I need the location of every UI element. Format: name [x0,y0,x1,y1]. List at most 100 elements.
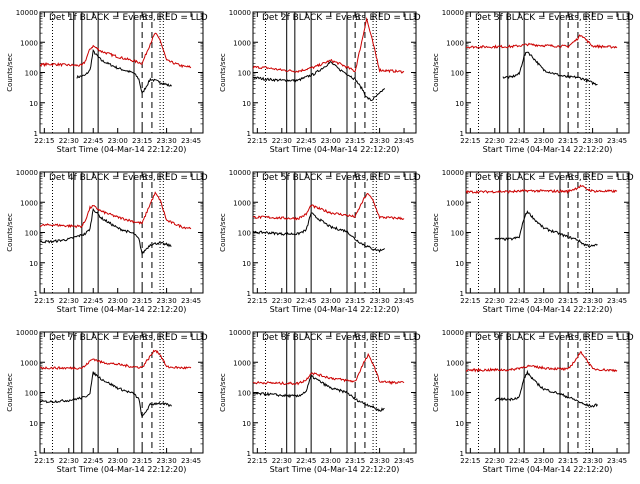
y-tick-label: 100 [451,230,464,238]
x-axis-label: Start Time (04-Mar-14 22:12:20) [483,145,613,154]
x-tick-label: 22:15 [460,137,480,145]
x-tick-label: 22:45 [296,137,316,145]
x-tick-label: 23:30 [370,137,390,145]
x-tick-label: 22:45 [296,297,316,305]
x-axis-label: Start Time (04-Mar-14 22:12:20) [483,305,613,314]
x-tick-label: 23:45 [607,457,627,465]
x-tick-label: 23:30 [583,457,603,465]
y-tick-label: 100 [25,390,38,398]
lld-series-line [253,352,405,386]
x-tick-label: 23:30 [583,297,603,305]
y-axis-label: Counts/sec [432,373,440,412]
y-tick-label: 10000 [442,329,464,337]
events-series-line [494,369,598,408]
lld-series-line [40,32,192,69]
y-tick-label: 1 [247,130,251,138]
y-tick-label: 1 [34,450,38,458]
y-tick-label: 10000 [442,169,464,177]
lld-series-line [466,184,618,195]
start-marker-label: S [355,13,361,23]
events-series-line [76,49,172,95]
x-axis-label: Start Time (04-Mar-14 22:12:20) [483,465,613,474]
y-tick-label: 10 [242,260,251,268]
x-tick-label: 22:30 [485,457,505,465]
start-marker-label: S [355,333,361,343]
x-tick-label: 23:00 [108,137,128,145]
x-tick-label: 23:00 [108,457,128,465]
x-tick-label: 23:00 [534,137,554,145]
x-tick-label: 23:45 [181,297,201,305]
x-tick-label: 22:15 [460,297,480,305]
y-tick-label: 10000 [442,9,464,17]
x-tick-label: 22:30 [59,297,79,305]
start-marker-label: S [142,333,148,343]
end-marker-label: E [369,173,375,183]
x-tick-label: 23:15 [345,137,365,145]
x-tick-label: 22:15 [247,297,267,305]
x-tick-label: 22:15 [247,457,267,465]
x-tick-label: 22:15 [34,297,54,305]
x-tick-label: 23:00 [534,297,554,305]
x-tick-label: 22:45 [509,297,529,305]
panel-title: Det 8f BLACK = Events, RED = LLD [262,333,421,343]
y-tick-label: 10 [29,420,38,428]
x-tick-label: 22:30 [485,297,505,305]
x-tick-label: 22:45 [83,137,103,145]
x-tick-label: 22:15 [34,457,54,465]
events-series-line [502,51,598,86]
plot-frame [465,331,630,454]
y-tick-label: 1 [34,130,38,138]
end-marker-label: E [582,333,588,343]
x-tick-label: 23:45 [607,297,627,305]
plot-frame [39,11,204,134]
end-marker-label: E [582,173,588,183]
y-tick-label: 1000 [233,359,251,367]
x-tick-label: 23:30 [157,457,177,465]
events-series-line [253,212,385,253]
x-tick-label: 23:45 [394,137,414,145]
x-tick-label: 23:15 [558,457,578,465]
end-marker-label: E [369,333,375,343]
x-tick-label: 23:45 [394,457,414,465]
panel-title: Det 7f BLACK = Events, RED = LLD [49,333,208,343]
lld-series-line [253,16,405,74]
plot-frame [252,171,417,294]
panel-title: Det 9f BLACK = Events, RED = LLD [475,333,634,343]
y-axis-label: Counts/sec [6,213,14,252]
y-tick-label: 1 [34,290,38,298]
y-tick-label: 100 [238,70,251,78]
x-tick-label: 23:15 [558,297,578,305]
x-axis-label: Start Time (04-Mar-14 22:12:20) [57,465,187,474]
plot-frame [39,331,204,454]
start-marker-label: S [568,173,574,183]
x-tick-label: 22:30 [272,137,292,145]
x-tick-label: 23:00 [321,297,341,305]
y-tick-label: 1000 [20,39,38,47]
plot-frame [39,171,204,294]
x-tick-label: 23:30 [157,297,177,305]
lld-series-line [253,192,405,221]
y-tick-label: 100 [238,230,251,238]
x-tick-label: 23:45 [607,137,627,145]
x-tick-label: 23:15 [345,297,365,305]
x-tick-label: 23:00 [321,137,341,145]
y-tick-label: 10 [455,260,464,268]
end-marker-label: E [156,13,162,23]
events-series-line [253,60,385,102]
x-tick-label: 23:45 [394,297,414,305]
panel-title: Det 1f BLACK = Events, RED = LLD [49,13,208,23]
y-tick-label: 1000 [446,199,464,207]
y-tick-label: 100 [25,70,38,78]
y-axis-label: Counts/sec [219,213,227,252]
x-tick-label: 22:30 [59,137,79,145]
x-tick-label: 23:30 [370,457,390,465]
x-axis-label: Start Time (04-Mar-14 22:12:20) [270,305,400,314]
y-tick-label: 100 [451,390,464,398]
start-marker-label: S [568,333,574,343]
